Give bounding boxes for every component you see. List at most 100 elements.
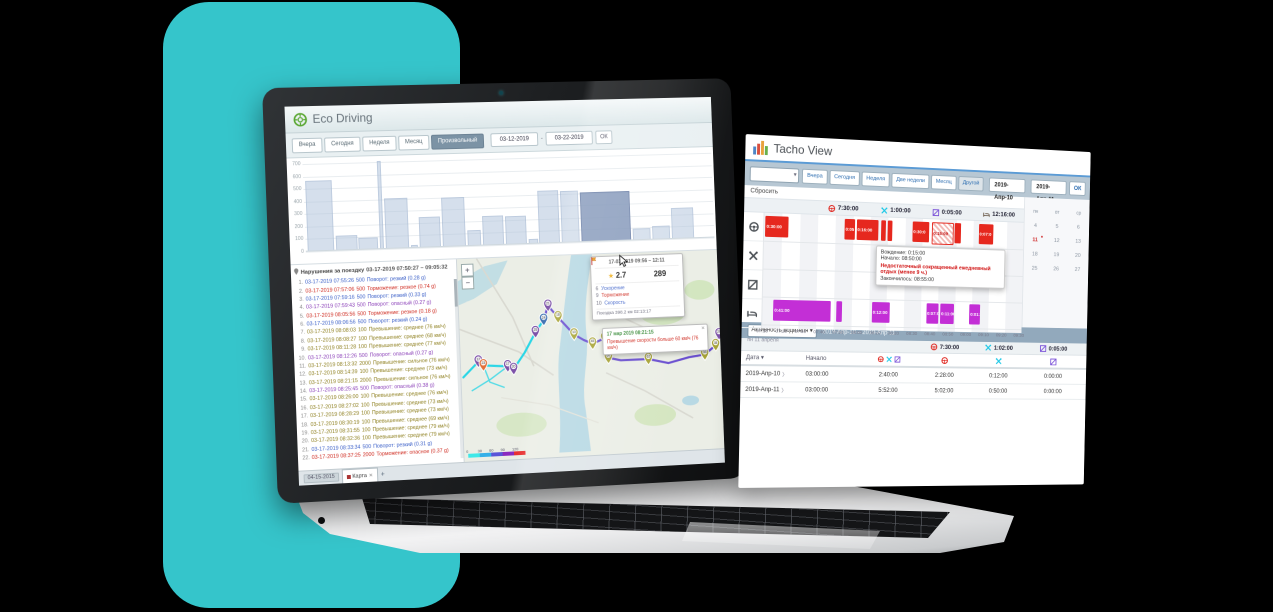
avail-icon bbox=[1050, 358, 1057, 366]
tacho-button-Другой[interactable]: Другой bbox=[957, 175, 984, 192]
calendar-weekday: вт bbox=[1055, 209, 1060, 216]
tab-date-label[interactable]: 04-15-2015 bbox=[303, 472, 339, 483]
chart-bar[interactable] bbox=[467, 229, 482, 247]
add-tab-button[interactable]: + bbox=[380, 470, 385, 478]
calendar-day-18[interactable]: 18 bbox=[1031, 251, 1038, 258]
tab-Произвольный[interactable]: Произвольный bbox=[430, 133, 485, 150]
tab-map[interactable]: Карта ✕ bbox=[341, 467, 379, 484]
tacho-button-Две недели[interactable]: Две недели bbox=[891, 172, 930, 189]
trip-row-count: 9 bbox=[595, 293, 599, 300]
activity-block[interactable] bbox=[836, 301, 843, 322]
ok-button[interactable]: ОК bbox=[595, 130, 613, 145]
map-zoom-control: + − bbox=[460, 263, 475, 290]
calendar-day-12[interactable]: 12 bbox=[1053, 238, 1060, 244]
chart-bar[interactable] bbox=[418, 216, 441, 248]
activity-table-row[interactable]: 2019-Апр-11 〉 03:00:00 5:52:00 5:02:00 0:50:0… bbox=[740, 381, 1086, 400]
chart-bar[interactable] bbox=[305, 180, 335, 252]
chart-bar[interactable] bbox=[383, 197, 409, 249]
activity-block[interactable]: 0:12:00 bbox=[871, 301, 890, 323]
chart-bar-selected[interactable] bbox=[580, 190, 632, 243]
map-marker-33[interactable]: 33 bbox=[700, 348, 709, 361]
calendar-day-19[interactable]: 19 bbox=[1053, 252, 1060, 259]
activity-block[interactable]: 0:07:0 bbox=[978, 223, 994, 245]
tab-Вчера[interactable]: Вчера bbox=[291, 137, 323, 153]
activity-block[interactable]: 0:05 bbox=[844, 218, 855, 240]
date-from-input[interactable]: 03-12-2019 bbox=[490, 132, 539, 148]
activity-block[interactable]: 0:07:0 bbox=[925, 303, 939, 324]
map-marker-45[interactable]: 45 bbox=[588, 337, 597, 350]
violation-number: 13. bbox=[299, 380, 308, 387]
trip-popup-summary: Поездка 398.2 км 02:13:17 bbox=[596, 304, 681, 317]
violations-bar-chart[interactable]: 0 100 200 300 400 500 600 700 bbox=[286, 146, 717, 266]
map-marker-62[interactable]: 62 bbox=[644, 352, 653, 365]
activity-block[interactable] bbox=[887, 220, 893, 242]
activity-block[interactable]: 0:30:0 bbox=[912, 221, 929, 243]
chart-bar[interactable] bbox=[559, 190, 581, 243]
map-marker-21[interactable]: 21 bbox=[543, 299, 552, 312]
tacho-button-Вчера[interactable]: Вчера bbox=[802, 168, 828, 185]
cell-date[interactable]: 2019-Апр-11 〉 bbox=[745, 386, 787, 394]
calendar-day-5[interactable]: 5 bbox=[1055, 224, 1059, 230]
route-map[interactable]: 1223172025242118104576062333529 + − 17-0… bbox=[456, 249, 725, 462]
calendar-day-25[interactable]: 25 bbox=[1031, 265, 1038, 272]
violation-number: 14. bbox=[299, 388, 308, 395]
activity-block-violation[interactable]: 0:15:00 bbox=[931, 222, 954, 246]
map-marker-12[interactable]: 12 bbox=[474, 355, 483, 368]
violation-number: 7. bbox=[300, 330, 306, 337]
zoom-in-button[interactable]: + bbox=[460, 263, 474, 277]
calendar-day-26[interactable]: 26 bbox=[1053, 266, 1060, 273]
map-marker-23[interactable]: 23 bbox=[479, 358, 488, 371]
map-marker-60[interactable]: 60 bbox=[604, 351, 613, 364]
tacho-ok-button[interactable]: ОК bbox=[1069, 180, 1086, 196]
map-marker-18[interactable]: 18 bbox=[554, 310, 563, 323]
laptop-display: Eco Driving Вчера Сегодня Неделя Месяц Произ… bbox=[284, 96, 725, 486]
map-marker-20[interactable]: 20 bbox=[509, 362, 518, 375]
driver-select[interactable]: ▾ bbox=[749, 165, 800, 183]
chart-bar[interactable] bbox=[504, 215, 527, 245]
activity-block[interactable]: 0:01:00 bbox=[969, 304, 981, 325]
map-marker-24[interactable]: 24 bbox=[539, 313, 548, 326]
tab-Сегодня[interactable]: Сегодня bbox=[323, 136, 361, 153]
tab-Неделя[interactable]: Неделя bbox=[362, 135, 397, 151]
map-marker-25[interactable]: 25 bbox=[531, 325, 540, 338]
map-marker-35[interactable]: 35 bbox=[711, 338, 720, 351]
row-icon-rest bbox=[741, 299, 762, 329]
chart-bar[interactable] bbox=[537, 190, 561, 244]
activity-block[interactable] bbox=[954, 223, 961, 244]
svg-text:45: 45 bbox=[591, 339, 595, 343]
activity-block[interactable]: 0:30:00 bbox=[765, 215, 789, 238]
timeline-row-icons bbox=[741, 212, 765, 329]
activity-block[interactable]: 0:16:00 bbox=[856, 219, 879, 241]
tacho-button-Неделя[interactable]: Неделя bbox=[861, 170, 890, 187]
map-marker-17[interactable]: 17 bbox=[503, 359, 512, 372]
activity-block[interactable]: 0:11:00 bbox=[939, 303, 955, 325]
activity-block[interactable]: 0:41:00 bbox=[773, 299, 831, 322]
activity-block[interactable] bbox=[881, 220, 887, 241]
date-to-input[interactable]: 03-22-2019 bbox=[545, 130, 593, 146]
map-marker-10[interactable]: 10 bbox=[570, 328, 579, 341]
tacho-date-from[interactable]: 2019-Апр-10 bbox=[988, 176, 1026, 201]
chart-bar[interactable] bbox=[440, 196, 466, 247]
zoom-out-button[interactable]: − bbox=[461, 276, 475, 290]
axis-tick: 08:40 bbox=[924, 332, 936, 338]
chevron-right-icon: 〉 bbox=[781, 387, 787, 394]
chart-bar[interactable] bbox=[671, 206, 695, 239]
cell-date[interactable]: 2019-Апр-10 〉 bbox=[745, 370, 788, 378]
calendar-day-11[interactable]: 11 bbox=[1024, 237, 1046, 243]
tacho-date-to[interactable]: 2019-Апр-11 bbox=[1030, 178, 1068, 203]
close-icon[interactable]: ✕ bbox=[701, 325, 706, 332]
calendar-day-6[interactable]: 6 bbox=[1076, 224, 1080, 231]
close-icon[interactable]: ✕ bbox=[368, 472, 374, 479]
chart-bar[interactable] bbox=[482, 215, 505, 246]
map-marker-29[interactable]: 29 bbox=[715, 327, 724, 340]
calendar-day-13[interactable]: 13 bbox=[1075, 238, 1081, 245]
tab-Месяц[interactable]: Месяц bbox=[397, 134, 430, 151]
date-separator: - bbox=[540, 135, 543, 142]
calendar-day-20[interactable]: 20 bbox=[1074, 253, 1081, 259]
trip-summary-popup: 17-03-2019 09:56 – 12:11 ★ 2.7 289 6 Ускор… bbox=[589, 253, 686, 321]
tacho-button-Месяц[interactable]: Месяц bbox=[931, 174, 957, 190]
tacho-button-Сегодня[interactable]: Сегодня bbox=[829, 169, 860, 186]
calendar-day-27[interactable]: 27 bbox=[1074, 267, 1081, 273]
violation-points: 500 bbox=[355, 277, 365, 284]
calendar-day-4[interactable]: 4 bbox=[1033, 223, 1037, 229]
